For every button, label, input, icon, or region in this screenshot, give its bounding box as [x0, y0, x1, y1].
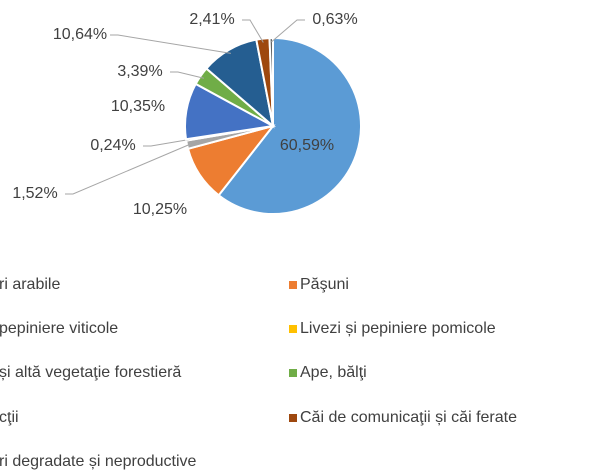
leader-line — [271, 19, 305, 43]
legend-label: pepiniere viticole — [0, 320, 118, 337]
leader-line — [65, 143, 192, 195]
data-label: 3,39% — [117, 63, 162, 80]
legend-swatch — [289, 369, 297, 377]
leader-line — [170, 71, 205, 79]
data-label: 10,64% — [53, 26, 107, 43]
pie-slice — [217, 36, 362, 215]
legend-label: ri degradate și neproductive — [0, 453, 197, 470]
legend-label: cţii — [0, 409, 19, 426]
data-label: 60,59% — [280, 137, 334, 154]
legend-label: și altă vegetaţie forestieră — [0, 364, 181, 381]
data-label: 2,41% — [189, 11, 234, 28]
data-label: 0,24% — [90, 137, 135, 154]
leader-line — [143, 138, 191, 147]
data-label: 10,25% — [133, 201, 187, 218]
pie-slice — [268, 36, 274, 127]
legend-label: Păşuni — [300, 276, 349, 293]
legend-label: ri arabile — [0, 276, 60, 293]
legend-swatch — [289, 281, 297, 289]
leader-line — [242, 19, 264, 43]
legend-swatch — [289, 325, 297, 333]
legend-label: Căi de comunicaţii și căi ferate — [300, 409, 517, 426]
legend-swatch — [289, 414, 297, 422]
leader-line — [110, 34, 231, 54]
legend-label: Livezi și pepiniere pomicole — [300, 320, 496, 337]
data-label: 10,35% — [111, 98, 165, 115]
data-label: 0,63% — [312, 11, 357, 28]
legend-label: Ape, bălţi — [300, 364, 367, 381]
data-label: 1,52% — [12, 185, 57, 202]
